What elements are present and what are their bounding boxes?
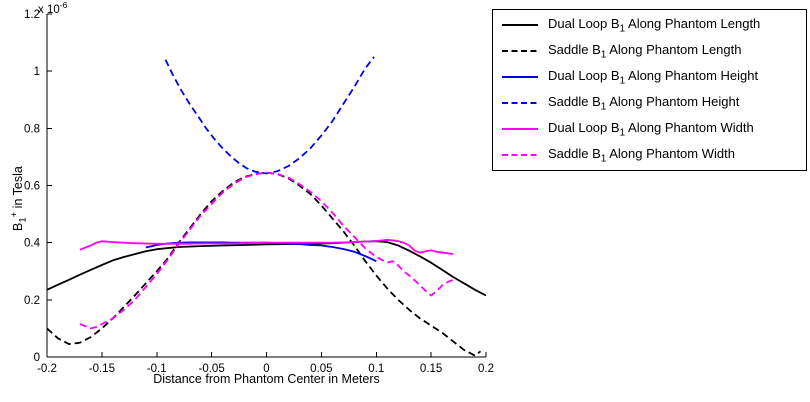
x-tick-label: 0 [263,363,269,375]
x-tick-label: -0.1 [147,363,167,375]
x-tick-label: -0.15 [89,363,115,375]
y-tick-label: 0.2 [24,295,40,307]
legend-line-sample [502,24,538,26]
x-axis-label: Distance from Phantom Center in Meters [153,372,380,386]
legend-line-sample [502,102,538,104]
y-axis-offset-label: x 10-6 [38,0,67,16]
legend-item-saddle-length: Saddle B1 Along Phantom Length [493,38,806,64]
x-tick-label: 0.1 [368,363,384,375]
legend-line-sample [502,154,538,156]
x-tick-label: 0.15 [420,363,442,375]
y-tick-label: 0.6 [24,181,40,193]
x-tick-label: -0.05 [199,363,225,375]
legend-label: Saddle B1 Along Phantom Height [548,93,740,113]
legend: Dual Loop B1 Along Phantom Length Saddle … [492,9,807,171]
y-tick-label: 1.2 [24,9,40,21]
legend-item-dual-loop-length: Dual Loop B1 Along Phantom Length [493,12,806,38]
series-line-saddle-width [79,171,454,330]
y-tick-label: 0 [34,352,40,364]
x-tick-label: 0.05 [310,363,332,375]
legend-line-sample [502,76,538,78]
y-tick-label: 0.4 [24,238,41,250]
series-line-saddle-length [46,171,482,357]
legend-item-dual-loop-width: Dual Loop B1 Along Phantom Width [493,116,806,142]
legend-label: Dual Loop B1 Along Phantom Length [548,15,761,35]
legend-label: Dual Loop B1 Along Phantom Width [548,119,754,139]
legend-label: Saddle B1 Along Phantom Length [548,41,742,61]
legend-item-saddle-height: Saddle B1 Along Phantom Height [493,90,806,116]
legend-label: Saddle B1 Along Phantom Width [548,145,735,165]
x-tick-label: 0.2 [478,363,494,375]
series-line-dual-loop-width [79,238,454,255]
legend-line-sample [502,50,538,52]
y-label-superscript: + [9,211,20,218]
offset-prefix: x 10 [38,3,60,16]
y-label-subscript: 1 [17,217,29,223]
series-line-dual-loop-length [46,240,487,297]
legend-item-dual-loop-height: Dual Loop B1 Along Phantom Height [493,64,806,90]
x-tick-label: -0.2 [37,363,57,375]
y-label-units: in Tesla [11,166,26,212]
y-axis-label: B1+ in Tesla [9,166,29,231]
offset-exponent: -6 [59,0,68,10]
y-tick-label: 0.8 [24,123,40,135]
y-label-base: B [11,222,26,231]
legend-item-saddle-width: Saddle B1 Along Phantom Width [493,142,806,168]
y-tick-label: 1 [34,66,40,78]
legend-line-sample [502,128,538,130]
series-line-saddle-height [164,56,375,175]
legend-label: Dual Loop B1 Along Phantom Height [548,67,759,87]
